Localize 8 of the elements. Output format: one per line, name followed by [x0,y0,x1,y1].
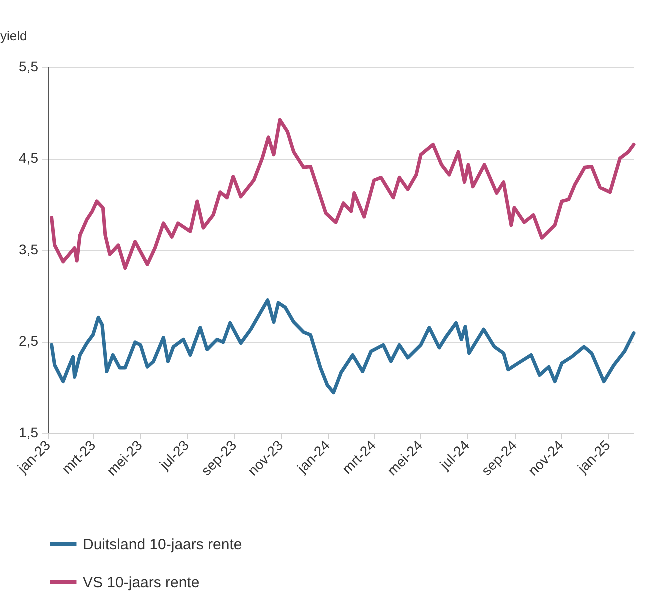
y-tick-label: 5,5 [19,58,39,74]
y-tick-label: 4,5 [19,150,39,166]
y-tick-label: 3,5 [19,242,39,258]
legend-label: Duitsland 10-jaars rente [83,536,242,554]
y-tick-label: 2,5 [19,333,39,349]
y-tick-label: 1,5 [19,424,39,440]
legend-label: VS 10-jaars rente [83,574,200,592]
y-axis-title: yield [0,28,28,44]
